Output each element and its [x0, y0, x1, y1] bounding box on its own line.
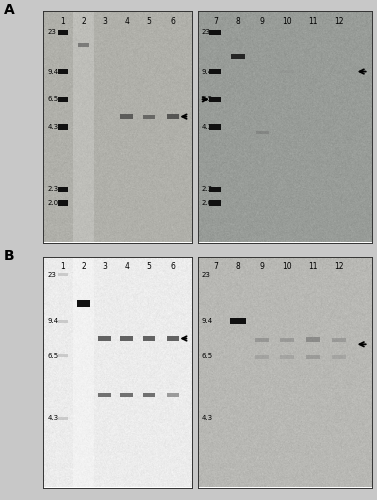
Bar: [255, 338, 269, 342]
Bar: [98, 336, 111, 341]
Bar: [143, 114, 155, 118]
Text: 6.5: 6.5: [48, 96, 59, 102]
Bar: [280, 70, 294, 72]
Text: 2.3: 2.3: [201, 186, 213, 192]
Bar: [280, 338, 294, 342]
Bar: [77, 300, 90, 308]
Text: 23: 23: [201, 30, 210, 36]
Bar: [58, 354, 68, 358]
Bar: [58, 187, 68, 192]
Text: 4.3: 4.3: [48, 124, 59, 130]
Bar: [209, 30, 221, 35]
Bar: [209, 96, 221, 102]
Text: 3: 3: [102, 262, 107, 272]
Text: 5: 5: [147, 262, 152, 272]
Text: 4: 4: [124, 18, 129, 26]
Bar: [167, 336, 179, 341]
Bar: [78, 44, 89, 46]
Text: 6.5: 6.5: [201, 96, 213, 102]
Text: 9.4: 9.4: [201, 318, 213, 324]
Text: 2.0: 2.0: [201, 200, 213, 206]
Text: 9.4: 9.4: [201, 68, 213, 74]
Text: 5: 5: [147, 18, 152, 26]
Bar: [280, 356, 294, 358]
Text: A: A: [4, 4, 15, 18]
Text: 2.0: 2.0: [48, 200, 59, 206]
Bar: [167, 114, 179, 119]
Bar: [120, 336, 133, 341]
Text: 8: 8: [236, 262, 241, 272]
Text: 1: 1: [60, 18, 65, 26]
Bar: [306, 356, 320, 358]
Bar: [209, 187, 221, 192]
Text: 9.4: 9.4: [48, 318, 59, 324]
Bar: [58, 30, 68, 35]
Text: 4.3: 4.3: [201, 124, 213, 130]
Bar: [73, 256, 94, 488]
Text: 6: 6: [170, 18, 175, 26]
Bar: [143, 336, 155, 341]
Text: 2.3: 2.3: [48, 186, 59, 192]
Text: 7: 7: [213, 262, 218, 272]
Text: 10: 10: [282, 18, 291, 26]
Text: 12: 12: [334, 262, 344, 272]
Text: 2: 2: [81, 262, 86, 272]
Text: 4.3: 4.3: [48, 415, 59, 421]
Bar: [58, 69, 68, 74]
Bar: [58, 200, 68, 206]
Bar: [58, 96, 68, 102]
Text: 6.5: 6.5: [201, 353, 213, 359]
Bar: [306, 338, 320, 342]
Text: 7: 7: [213, 18, 218, 26]
Bar: [58, 274, 68, 276]
Bar: [332, 356, 346, 358]
Text: 4: 4: [124, 262, 129, 272]
Bar: [230, 318, 246, 324]
Bar: [98, 393, 111, 398]
Bar: [58, 124, 68, 130]
Bar: [120, 114, 133, 119]
Text: 10: 10: [282, 262, 291, 272]
Text: 12: 12: [334, 18, 344, 26]
Text: 6: 6: [170, 262, 175, 272]
Bar: [256, 132, 269, 134]
Text: 9.4: 9.4: [48, 68, 59, 74]
Bar: [167, 393, 179, 398]
Bar: [58, 320, 68, 322]
Text: 8: 8: [236, 18, 241, 26]
Text: 11: 11: [308, 262, 318, 272]
Text: 2: 2: [81, 18, 86, 26]
Text: 1: 1: [60, 262, 65, 272]
Text: 23: 23: [201, 272, 210, 278]
Bar: [73, 12, 94, 242]
Text: 4.3: 4.3: [201, 415, 213, 421]
Bar: [209, 124, 221, 130]
Bar: [332, 338, 346, 342]
Bar: [209, 200, 221, 206]
Bar: [58, 416, 68, 420]
Bar: [120, 393, 133, 398]
Text: 23: 23: [48, 30, 57, 36]
Bar: [231, 54, 245, 59]
Text: 3: 3: [102, 18, 107, 26]
Bar: [209, 69, 221, 74]
Bar: [143, 393, 155, 398]
Text: 6.5: 6.5: [48, 353, 59, 359]
Text: 9: 9: [260, 18, 265, 26]
Bar: [255, 356, 269, 358]
Text: B: B: [4, 248, 14, 262]
Text: 11: 11: [308, 18, 318, 26]
Text: 9: 9: [260, 262, 265, 272]
Text: 23: 23: [48, 272, 57, 278]
